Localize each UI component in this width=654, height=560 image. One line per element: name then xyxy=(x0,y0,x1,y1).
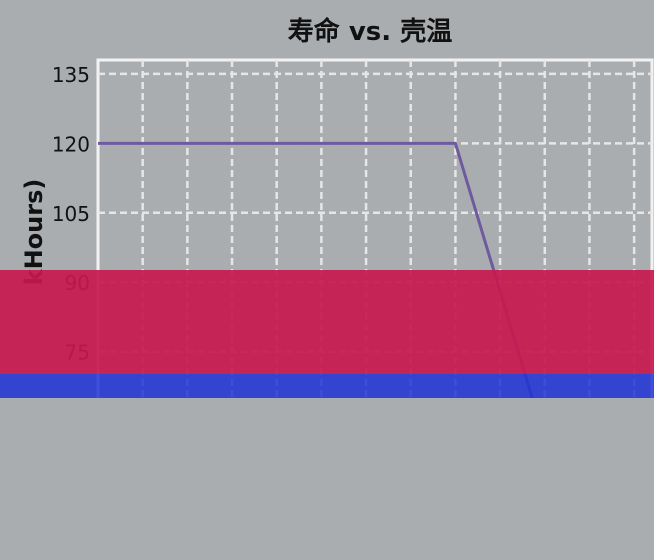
y-tick-label: 105 xyxy=(52,202,90,226)
y-axis-label: kHours) xyxy=(20,179,48,286)
y-tick-label: 120 xyxy=(52,132,90,156)
chart-title: 寿命 vs. 壳温 xyxy=(288,16,452,47)
y-tick-label: 135 xyxy=(52,63,90,87)
overlay-red-band xyxy=(0,270,654,374)
overlay-gray-band xyxy=(0,398,654,560)
overlay-blue-strip xyxy=(0,374,654,398)
